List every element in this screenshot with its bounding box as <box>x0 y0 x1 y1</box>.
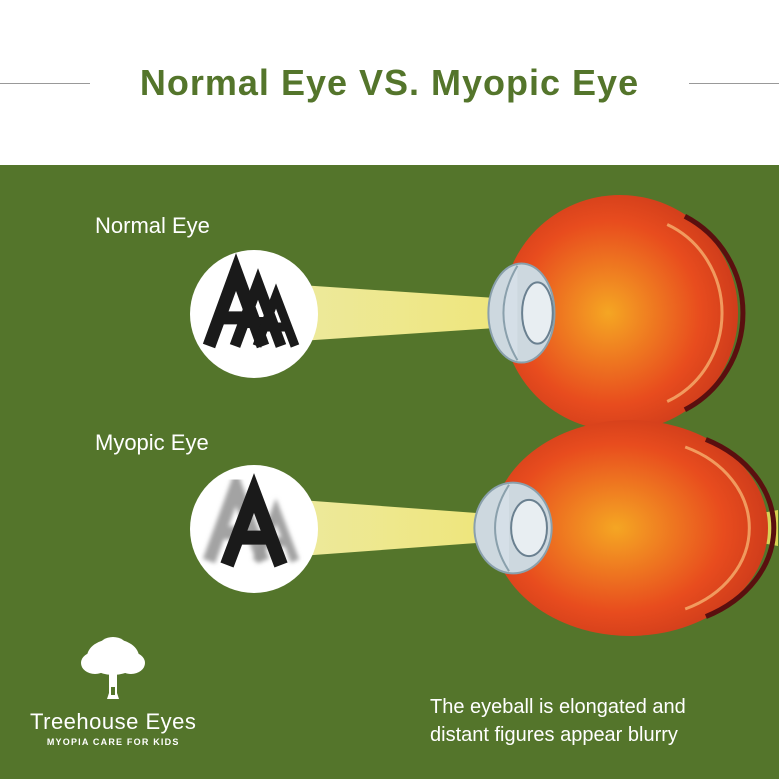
logo-tagline: MYOPIA CARE FOR KIDS <box>30 737 196 747</box>
tree-icon <box>73 635 153 705</box>
letters-aaa-blurry-icon <box>190 465 318 593</box>
letters-aaa-sharp-icon <box>190 250 318 378</box>
brand-logo: Treehouse Eyes MYOPIA CARE FOR KIDS <box>30 635 196 747</box>
letters-circle-normal <box>190 250 318 378</box>
header-rule-right <box>689 83 779 84</box>
diagram-area: Normal Eye Myopic Eye The eyeball is elo… <box>0 165 779 779</box>
page-title: Normal Eye VS. Myopic Eye <box>140 62 639 104</box>
footer-caption: The eyeball is elongated and distant fig… <box>430 693 686 749</box>
header: Normal Eye VS. Myopic Eye <box>0 0 779 165</box>
logo-name: Treehouse Eyes <box>30 709 196 735</box>
letters-circle-myopic <box>190 465 318 593</box>
footer-line2: distant figures appear blurry <box>430 724 678 746</box>
footer-line1: The eyeball is elongated and <box>430 696 686 718</box>
header-rule-left <box>0 83 90 84</box>
label-normal-eye: Normal Eye <box>95 213 210 239</box>
label-myopic-eye: Myopic Eye <box>95 430 209 456</box>
